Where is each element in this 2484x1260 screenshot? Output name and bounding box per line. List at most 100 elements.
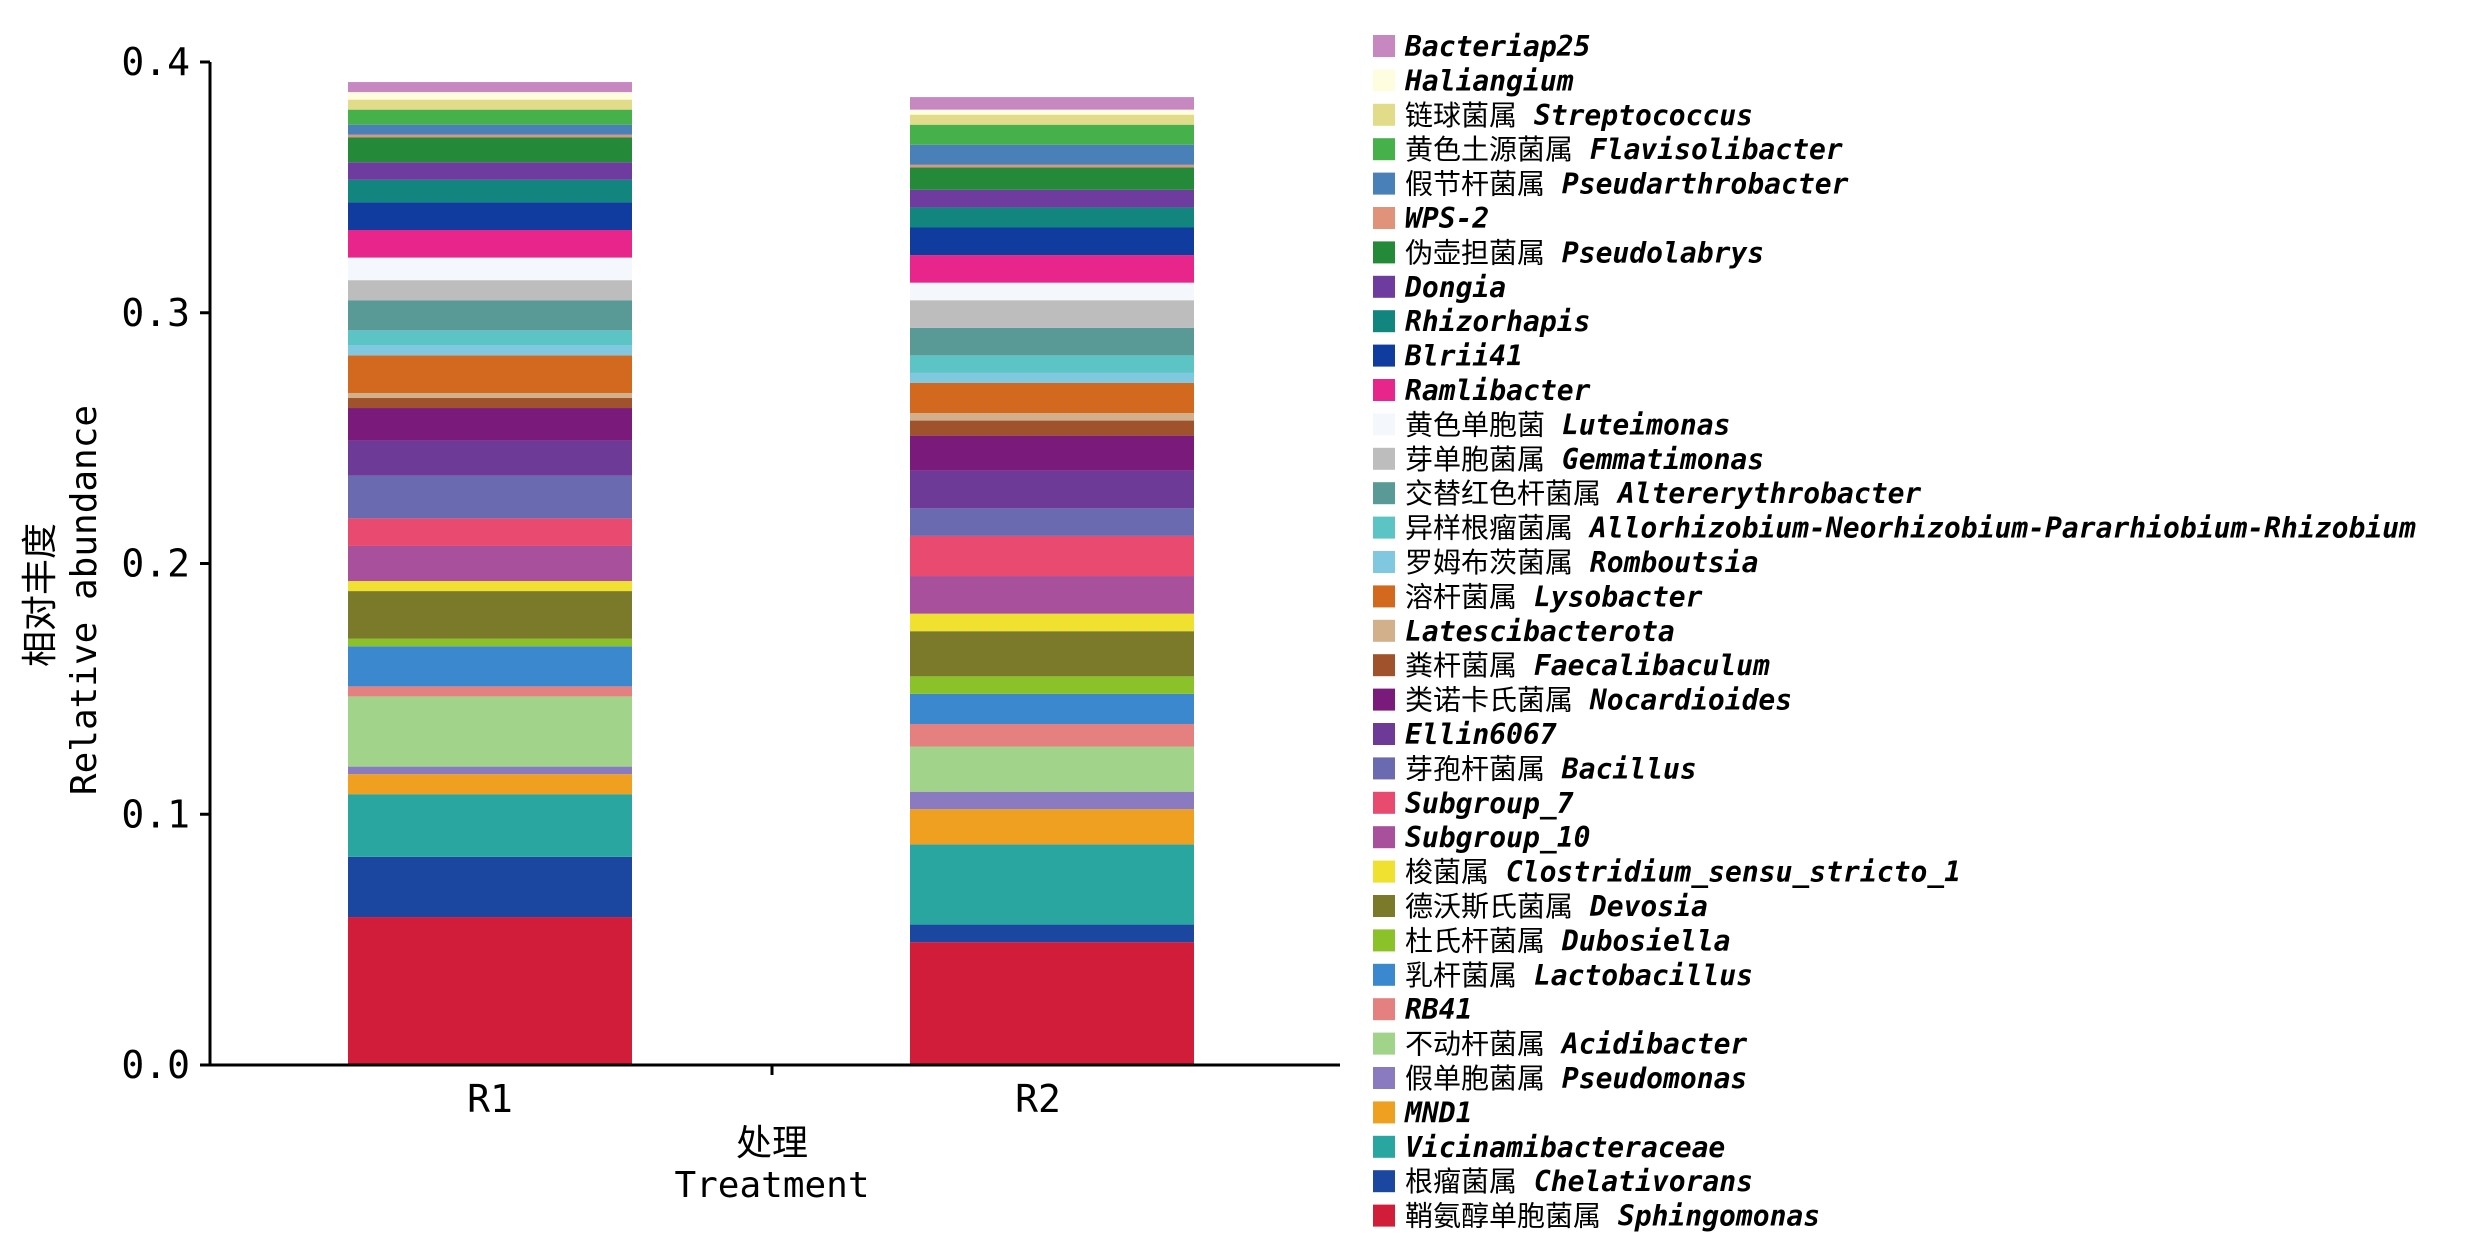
legend-label: 类诺卡氏菌属 Nocardioides: [1405, 684, 1792, 717]
legend-label: 假节杆菌属 Pseudarthrobacter: [1405, 168, 1849, 201]
legend-label: Ramlibacter: [1405, 374, 1591, 407]
y-tick-label: 0.1: [121, 792, 190, 836]
bar-segment-R1-33: [348, 92, 632, 100]
bar-segment-R2-16: [910, 420, 1194, 436]
legend-swatch: [1373, 998, 1395, 1021]
bar-segment-R2-29: [910, 164, 1194, 168]
bar-segment-R1-32: [348, 99, 632, 110]
bar-segment-R2-6: [910, 723, 1194, 747]
legend-swatch: [1373, 619, 1395, 642]
bar-segment-R2-30: [910, 144, 1194, 165]
x-axis-title-cn: 处理: [736, 1123, 808, 1164]
bar-segment-R2-5: [910, 746, 1194, 792]
x-ticks: R1 R2: [467, 1077, 1061, 1121]
legend-swatch: [1373, 344, 1395, 367]
bar-segment-R1-23: [348, 257, 632, 281]
bar-segment-R1-22: [348, 280, 632, 301]
legend-label: Vicinamibacteraceae: [1405, 1131, 1725, 1164]
bar-segment-R2-12: [910, 535, 1194, 577]
legend-label: 粪杆菌属 Faecalibaculum: [1405, 649, 1770, 682]
bar-stack-R1: [348, 82, 632, 1065]
legend-swatch: [1373, 447, 1395, 470]
legend-label: Dongia: [1404, 271, 1506, 304]
legend-swatch: [1373, 1204, 1395, 1227]
legend-label: MND1: [1404, 1096, 1472, 1129]
legend-label: Subgroup_10: [1405, 821, 1590, 854]
legend-swatch: [1373, 688, 1395, 711]
y-ticks: 0.0 0.1 0.2 0.3 0.4: [121, 40, 210, 1087]
bar-segment-R1-19: [348, 345, 632, 356]
bar-segment-R2-7: [910, 693, 1194, 724]
bar-segment-R1-15: [348, 408, 632, 441]
legend-label: Subgroup_7: [1405, 787, 1574, 820]
bar-segment-R1-9: [348, 591, 632, 639]
bar-segment-R1-31: [348, 109, 632, 125]
bar-segment-R1-29: [348, 134, 632, 138]
bar-segment-R2-17: [910, 413, 1194, 421]
legend-swatch: [1373, 551, 1395, 573]
bar-segment-R2-24: [910, 255, 1194, 283]
legend-label: Haliangium: [1404, 64, 1574, 97]
legend-swatch: [1373, 172, 1395, 195]
legend-swatch: [1373, 275, 1395, 298]
legend-swatch: [1373, 413, 1395, 436]
x-tick-label: R2: [1015, 1077, 1061, 1121]
bar-segment-R2-3: [910, 809, 1194, 845]
legend-swatch: [1373, 69, 1395, 92]
legend-swatch: [1373, 1067, 1395, 1089]
bar-segment-R2-33: [910, 109, 1194, 115]
legend-label: WPS-2: [1405, 202, 1489, 235]
y-axis-title-cn: 相对丰度: [20, 523, 61, 667]
legend-label: 伪壶担菌属 Pseudolabrys: [1405, 236, 1764, 269]
legend-label: Ellin6067: [1405, 718, 1557, 751]
legend-swatch: [1373, 1135, 1395, 1158]
bar-segment-R1-21: [348, 300, 632, 331]
bar-segment-R2-18: [910, 382, 1194, 414]
legend-label: RB41: [1405, 993, 1472, 1026]
legend-swatch: [1373, 757, 1395, 780]
legend-label: 异样根瘤菌属 Allorhizobium-Neorhizobium-Pararh…: [1405, 512, 2416, 545]
bar-segment-R1-20: [348, 330, 632, 346]
bar-segment-R1-16: [348, 398, 632, 409]
legend-swatch: [1373, 895, 1395, 917]
legend-swatch: [1373, 791, 1395, 814]
bar-segment-R2-4: [910, 791, 1194, 810]
legend-swatch: [1373, 654, 1395, 677]
bar-segment-R2-25: [910, 227, 1194, 256]
legend-swatch: [1373, 585, 1395, 608]
legend-label: 交替红色杆菌属 Altererythrobacter: [1405, 477, 1921, 510]
bar-segment-R1-24: [348, 230, 632, 258]
legend-swatch: [1373, 138, 1395, 161]
legend-label: 溶杆菌属 Lysobacter: [1405, 580, 1703, 613]
legend-swatch: [1373, 826, 1395, 849]
legend-label: 杜氏杆菌属 Dubosiella: [1405, 924, 1730, 957]
bar-segment-R2-15: [910, 435, 1194, 471]
bar-segment-R2-20: [910, 355, 1194, 373]
bar-segment-R2-9: [910, 631, 1194, 677]
bar-segment-R1-10: [348, 581, 632, 592]
legend-label: Rhizorhapis: [1405, 305, 1590, 338]
legend-label: 假单胞菌属 Pseudomonas: [1405, 1062, 1747, 1095]
bar-segment-R1-12: [348, 518, 632, 546]
legend-label: 乳杆菌属 Lactobacillus: [1405, 959, 1753, 992]
bar-segment-R2-27: [910, 189, 1194, 208]
bar-segment-R1-0: [348, 917, 632, 1065]
legend-label: 黄色单胞菌 Luteimonas: [1405, 408, 1730, 441]
bar-segment-R2-11: [910, 576, 1194, 614]
legend-label: 德沃斯氏菌属 Devosia: [1405, 890, 1708, 923]
legend-swatch: [1373, 310, 1395, 333]
legend-swatch: [1373, 516, 1395, 539]
bar-segment-R1-5: [348, 696, 632, 767]
legend-swatch: [1373, 482, 1395, 505]
y-axis-title: Relative abundance: [64, 405, 105, 795]
bar-segment-R1-25: [348, 202, 632, 231]
legend-label: Bacteriap25: [1404, 30, 1590, 63]
bar-segment-R2-1: [910, 924, 1194, 943]
x-axis-title: Treatment: [674, 1165, 869, 1206]
bar-segment-R1-8: [348, 638, 632, 647]
legend-swatch: [1373, 241, 1395, 264]
bar-segment-R1-2: [348, 794, 632, 857]
bar-segment-R1-30: [348, 124, 632, 135]
bar-segment-R2-26: [910, 207, 1194, 228]
